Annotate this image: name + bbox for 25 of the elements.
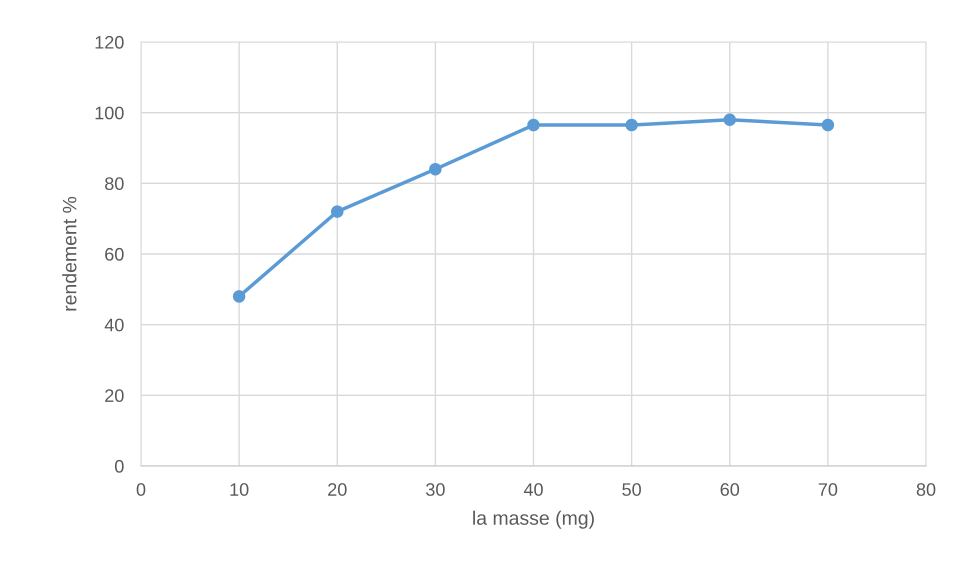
x-tick-label: 0 xyxy=(136,483,146,496)
y-tick-label: 100 xyxy=(96,106,124,120)
point xyxy=(724,113,736,126)
y-tick-label: 80 xyxy=(105,177,124,190)
y-tick-label: 120 xyxy=(96,36,124,49)
point xyxy=(232,290,246,303)
y-tick-label: 0 xyxy=(115,460,124,473)
x-tick-label: 60 xyxy=(720,483,740,496)
x-tick-label: 50 xyxy=(622,483,641,496)
point xyxy=(822,118,834,132)
point xyxy=(429,162,442,176)
x-tick-label: 30 xyxy=(426,483,445,496)
y-tick-label: 40 xyxy=(104,318,124,332)
x-tick-label: 40 xyxy=(524,483,543,496)
x-axis-title: la masse (mg) xyxy=(473,510,594,529)
y-tick-label: 20 xyxy=(105,389,124,402)
y-axis-title: rendement % xyxy=(62,196,76,311)
x-tick-label: 10 xyxy=(230,483,248,496)
x-tick-label: 70 xyxy=(818,483,838,496)
x-tick-label: 80 xyxy=(916,483,936,496)
x-tick-label: 20 xyxy=(328,483,347,496)
point xyxy=(331,205,344,218)
y-tick-label: 60 xyxy=(105,248,124,261)
point xyxy=(625,118,638,132)
point xyxy=(527,118,540,132)
